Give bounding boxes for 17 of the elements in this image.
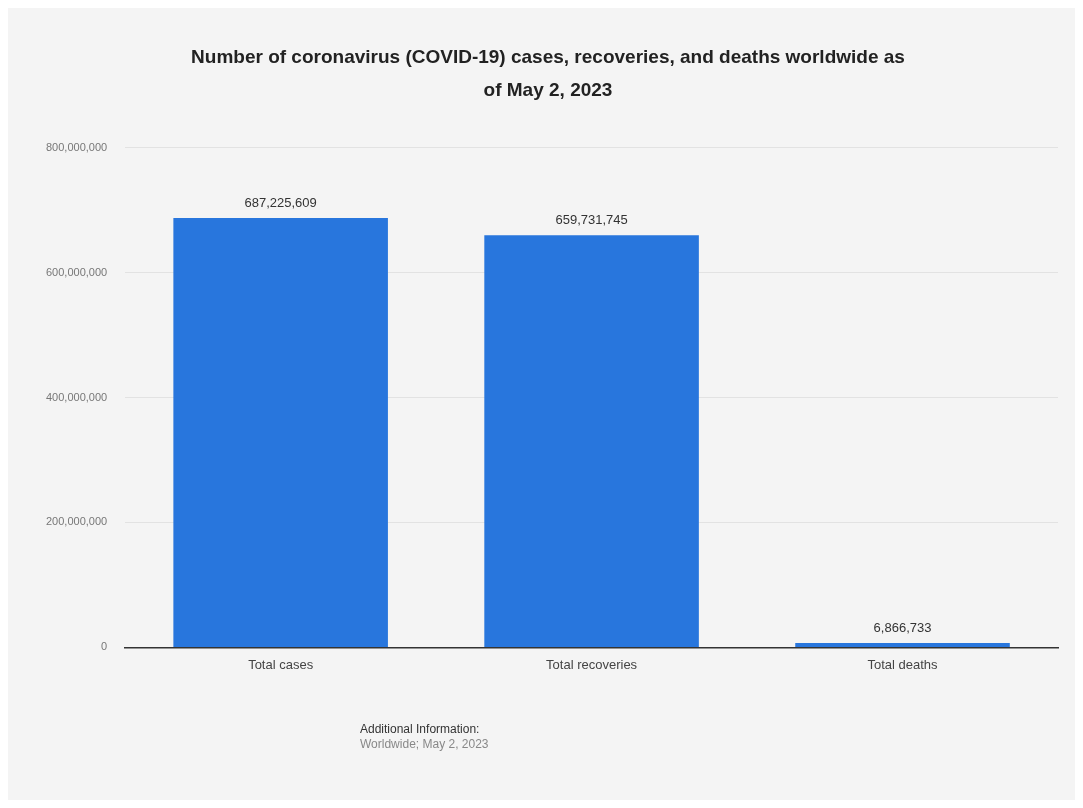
x-tick-label: Total recoveries (546, 656, 638, 672)
bar (795, 643, 1010, 647)
y-tick-label: 600,000,000 (46, 265, 108, 278)
text: Additional Information: (360, 722, 481, 737)
y-tick-label: 800,000,000 (46, 140, 108, 153)
y-tick-label: 0 (101, 640, 108, 653)
data-label: 6,866,733 (873, 620, 932, 636)
text: Worldwide; May 2, 2023 (360, 737, 489, 752)
bar (173, 218, 388, 647)
x-tick-label: Total cases (248, 656, 314, 672)
y-tick-label: 200,000,000 (46, 515, 108, 528)
bar (484, 235, 699, 647)
chart-title: Number of coronavirus (COVID-19) cases, recoveries, and deaths worldwide as of May 2, 2023 (190, 45, 906, 102)
data-label: 687,225,609 (244, 195, 317, 211)
data-label: 659,731,745 (555, 212, 628, 228)
y-tick-label: 400,000,000 (46, 390, 108, 403)
x-tick-label: Total deaths (867, 656, 939, 672)
